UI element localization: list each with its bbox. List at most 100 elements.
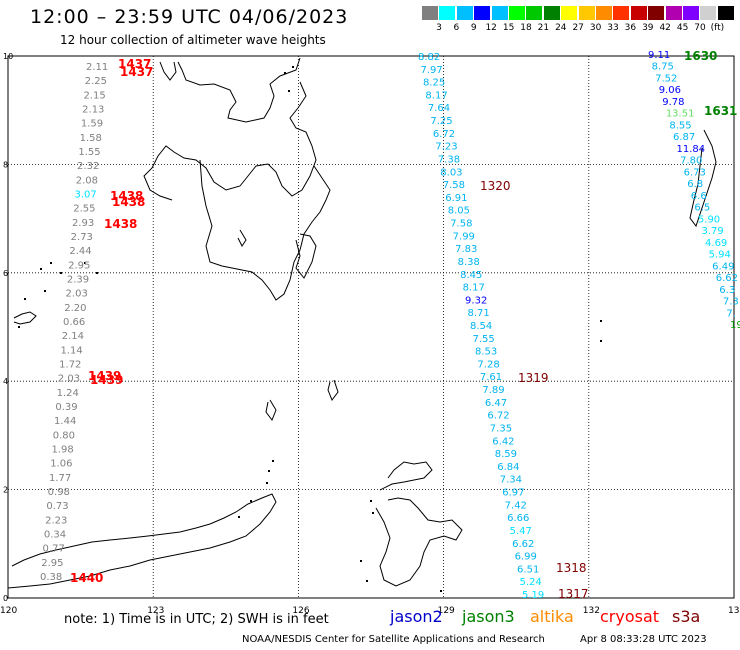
left-track-value: 2.13 — [82, 105, 104, 116]
right-track-value: 6.5 — [694, 203, 710, 214]
island — [440, 590, 442, 592]
left-time-label: 1437 — [120, 65, 153, 79]
y-tick-label: 8 — [3, 160, 8, 169]
left-track-value: 1.24 — [57, 388, 79, 399]
right-track-value: 6.73 — [684, 167, 706, 178]
mid-time-label: 1318 — [556, 561, 587, 575]
left-track-value: 1.72 — [59, 360, 81, 371]
left-track-value: 1.98 — [52, 445, 74, 456]
island — [50, 262, 52, 264]
mid-track-value: 6.42 — [492, 436, 514, 447]
mid-track-value: 8.54 — [470, 321, 492, 332]
left-track-value: 0.80 — [53, 430, 75, 441]
left-track-value: 0.77 — [43, 544, 65, 555]
mid-track-value: 6.72 — [487, 411, 509, 422]
scale-label: 30 — [589, 23, 602, 33]
mid-track-value: 5.47 — [510, 526, 532, 537]
mid-track-value: 6.62 — [512, 539, 534, 550]
right-track-value: 5.90 — [698, 214, 720, 225]
island — [18, 326, 20, 328]
coastline — [199, 159, 331, 301]
mid-track-value: 6.47 — [485, 398, 507, 409]
mid-track-value: 7.25 — [430, 116, 452, 127]
coastline — [327, 379, 339, 402]
left-time-label: 1440 — [70, 571, 103, 585]
right-track-value: 6.6 — [691, 191, 707, 202]
scale-label: 27 — [572, 23, 584, 33]
mid-track-value: 6.97 — [502, 488, 524, 499]
right-track-value: 6.87 — [673, 132, 695, 143]
scale-swatch — [543, 6, 560, 20]
left-track-value: 0.66 — [63, 317, 85, 328]
right-track-value: 7. — [726, 308, 736, 319]
island — [268, 470, 270, 472]
mid-track-value: 8.53 — [475, 347, 497, 358]
mid-track-value: 6.51 — [517, 564, 539, 575]
mid-track-value: 8.25 — [423, 78, 445, 89]
right-track-value: 6.62 — [716, 273, 738, 284]
scale-label: 21 — [537, 23, 550, 33]
scale-swatch — [700, 6, 717, 20]
scale-label: 24 — [555, 23, 567, 33]
left-track-value: 2.95 — [41, 558, 63, 569]
scale-swatch — [422, 6, 438, 20]
scale-label: 45 — [676, 23, 689, 33]
scale-label: 12 — [485, 23, 497, 33]
satellite-label-s3a: s3a — [672, 607, 701, 626]
scale-label: 18 — [520, 23, 532, 33]
right-track-value: 4.69 — [705, 238, 727, 249]
island — [288, 90, 290, 92]
right-track-value: 6.8 — [687, 179, 703, 190]
right-track-value: 11.84 — [677, 144, 706, 155]
island — [366, 580, 368, 582]
left-track-value: 0.39 — [55, 402, 77, 413]
y-tick-label: 0 — [3, 594, 8, 603]
mid-track-value: 6.99 — [515, 552, 537, 563]
left-time-label: 1438 — [110, 189, 143, 203]
scale-label: 39 — [642, 23, 654, 33]
left-track-value: 1.58 — [80, 133, 102, 144]
scale-label: (ft) — [710, 23, 725, 33]
left-track-value: 2.32 — [77, 161, 99, 172]
right-track-value: 6.49 — [712, 261, 734, 272]
scale-label: 9 — [470, 23, 477, 33]
left-time-label: 1437 — [118, 57, 151, 71]
mid-track-value: 6.72 — [433, 129, 455, 140]
mid-track-value: 5.24 — [520, 577, 542, 588]
right-track-value: 3.79 — [701, 226, 723, 237]
island — [266, 482, 268, 484]
island — [40, 268, 42, 270]
mid-track-value: 7.34 — [500, 475, 522, 486]
left-track-value: 0.34 — [44, 530, 66, 541]
scale-swatch — [578, 6, 595, 20]
left-track-value: 0.98 — [48, 487, 70, 498]
island — [60, 272, 62, 274]
scale-swatch — [561, 6, 578, 20]
scale-label: 70 — [694, 23, 706, 33]
scale-swatch — [491, 6, 508, 20]
right-track-value: 9.11 — [648, 50, 670, 61]
mid-time-label: 1320 — [480, 179, 511, 193]
mid-track-value: 7.89 — [482, 385, 504, 396]
scale-swatch — [474, 6, 491, 20]
scale-swatch — [665, 6, 682, 20]
left-time-label: 1439 — [90, 373, 123, 387]
mid-track-value: 9.32 — [465, 295, 487, 306]
left-track-value: 2.93 — [72, 218, 94, 229]
mid-track-value: 7.23 — [435, 142, 457, 153]
coastline — [159, 61, 177, 81]
right-track-value: 8.75 — [652, 62, 674, 73]
right-track-value: 19 — [730, 320, 740, 331]
mid-time-label: 1317 — [558, 587, 589, 601]
left-track-value: 1.77 — [49, 473, 71, 484]
footnote: note: 1) Time is in UTC; 2) SWH is in fe… — [64, 612, 329, 627]
left-track-value: 2.25 — [85, 76, 107, 87]
island — [96, 272, 98, 274]
right-time-label: 1630 — [684, 49, 717, 63]
left-track-value: 2.03 — [66, 289, 88, 300]
mid-track-value: 7.64 — [428, 103, 450, 114]
right-track-value: 6.3 — [719, 285, 735, 296]
scale-label: 15 — [502, 23, 515, 33]
mid-track-value: 7.58 — [450, 219, 472, 230]
coastline — [13, 311, 37, 325]
